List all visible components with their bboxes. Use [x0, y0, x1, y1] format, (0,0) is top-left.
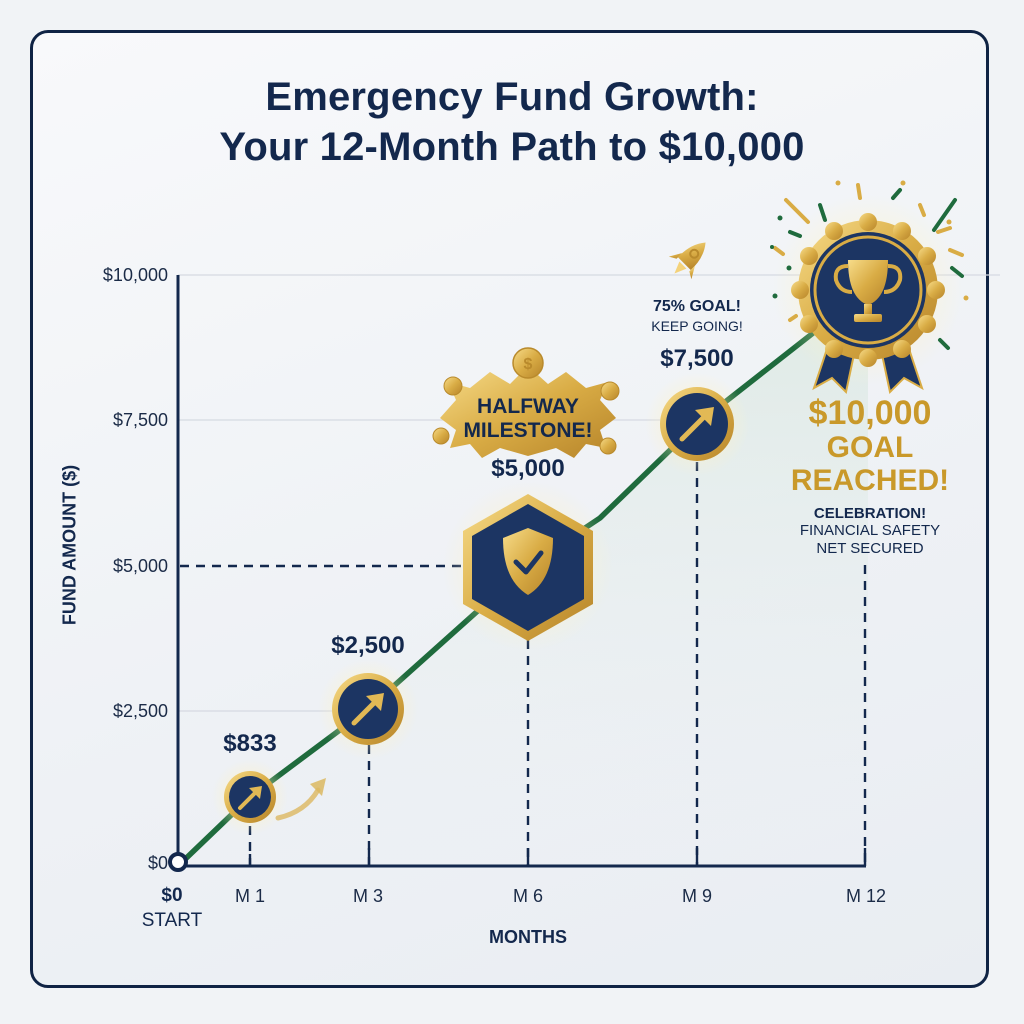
y-tick-0: $0	[147, 853, 168, 873]
coin-icon	[512, 347, 544, 379]
halfway-line-1: HALFWAY	[477, 395, 579, 418]
trophy-icon	[833, 260, 903, 322]
arrow-up-right-icon	[679, 407, 714, 442]
marker-m3	[318, 659, 418, 759]
y-axis-label: FUND AMOUNT ($)	[59, 464, 80, 626]
x-ticks	[248, 848, 867, 866]
value-label-m1: $833	[223, 730, 277, 757]
coin-icon	[599, 437, 617, 455]
y-tick-7500: $7,500	[112, 410, 168, 430]
start-point	[168, 852, 188, 872]
goal-reached-text: $10,000 GOAL REACHED! CELEBRATION! FINAN…	[791, 395, 949, 558]
coin-icon	[432, 427, 450, 445]
arrow-up-right-icon	[351, 693, 384, 726]
halfway-line-2: MILESTONE!	[463, 419, 593, 442]
goal-value: $10,000	[808, 394, 932, 432]
value-label-m6: $5,000	[491, 455, 565, 482]
goal-75-line-1: 75% GOAL!	[652, 298, 742, 315]
y-tick-10000: $10,000	[102, 265, 168, 285]
marker-m9	[645, 372, 749, 476]
svg-text:$: $	[524, 356, 533, 373]
marker-m6	[443, 481, 613, 651]
shield-check-icon	[503, 528, 553, 595]
x-tick-m3: M 3	[352, 886, 384, 906]
arrow-up-right-icon	[238, 786, 262, 810]
halfway-milestone-text: HALFWAY MILESTONE!	[463, 395, 592, 443]
goal-line-2: REACHED!	[790, 464, 950, 497]
trophy-medal	[773, 195, 963, 395]
goal-line-1: GOAL	[826, 431, 914, 464]
celebration-sub-2: NET SECURED	[816, 540, 924, 557]
rocket-icon	[668, 242, 706, 280]
y-tick-2500: $2,500	[112, 701, 168, 721]
goal-75-text: 75% GOAL! KEEP GOING!	[651, 298, 743, 334]
celebration-text: CELEBRATION!	[813, 505, 927, 522]
guide-lines	[180, 462, 867, 866]
goal-75-line-2: KEEP GOING!	[651, 318, 743, 334]
halfway-banner: $	[432, 347, 620, 458]
value-label-m9: $7,500	[660, 345, 734, 372]
value-label-m3: $2,500	[331, 632, 405, 659]
x-tick-m6: M 6	[512, 886, 544, 906]
confetti	[770, 180, 969, 350]
coin-icon	[600, 381, 620, 401]
title-line-2: Your 12-Month Path to $10,000	[219, 125, 805, 169]
marker-m1	[212, 759, 288, 835]
x-tick-m1: M 1	[234, 886, 266, 906]
x-tick-m12: M 12	[845, 886, 887, 906]
start-label: START	[141, 910, 203, 931]
chart-title: Emergency Fund Growth: Your 12-Month Pat…	[0, 72, 1024, 172]
coin-icon	[443, 376, 463, 396]
curved-arrow-icon	[275, 787, 321, 821]
title-line-1: Emergency Fund Growth:	[265, 75, 759, 119]
start-value: $0	[161, 885, 183, 906]
y-tick-5000: $5,000	[112, 556, 168, 576]
celebration-sub-1: FINANCIAL SAFETY	[799, 522, 941, 539]
x-axis-label: MONTHS	[489, 927, 567, 947]
x-tick-m9: M 9	[681, 886, 713, 906]
